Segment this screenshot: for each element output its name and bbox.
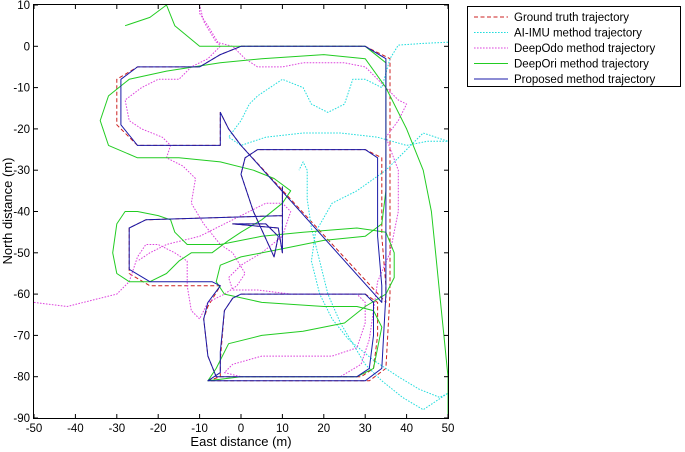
y-tick-label: -90 <box>13 413 30 425</box>
y-tick-label: 0 <box>24 41 30 53</box>
series-line-1 <box>228 41 449 411</box>
y-tick-label: -30 <box>13 165 30 177</box>
series-line-2 <box>33 4 408 378</box>
x-tick-label: -40 <box>67 423 84 435</box>
x-tick-label: 0 <box>238 423 244 435</box>
legend-label-0: Ground truth trajectory <box>514 12 629 24</box>
x-tick-label: 40 <box>400 423 413 435</box>
plot-area-frame <box>33 4 449 419</box>
x-tick-label: 20 <box>317 423 330 435</box>
x-tick-label: 30 <box>359 423 372 435</box>
x-tick-label: -50 <box>26 423 43 435</box>
y-axis-title: North distance (m) <box>0 158 15 265</box>
legend: Ground truth trajectory AI-IMU method tra… <box>467 6 681 87</box>
legend-label-4: Proposed method trajectory <box>514 74 656 86</box>
legend-box <box>467 6 681 87</box>
y-tick-label: 10 <box>17 0 30 12</box>
y-tick-label: -80 <box>13 372 30 384</box>
y-tick-label: -60 <box>13 289 30 301</box>
x-tick-label: 50 <box>442 423 455 435</box>
series-line-4 <box>120 45 387 382</box>
y-tick-label: -10 <box>13 83 30 95</box>
series-layer <box>33 4 449 418</box>
y-tick-label: -20 <box>13 124 30 136</box>
legend-label-2: DeepOdo method trajectory <box>514 43 656 55</box>
x-tick-label: -30 <box>108 423 125 435</box>
y-tick-label: -50 <box>13 248 30 260</box>
y-tick-label: -40 <box>13 207 30 219</box>
legend-label-3: DeepOri method trajectory <box>514 59 649 71</box>
y-tick-label: -70 <box>13 330 30 342</box>
tick-layer: -50 -40 -30 -20 -10 0 10 20 30 40 50 10 0 -10 -20 -30 -4… <box>13 0 454 435</box>
x-axis-title: East distance (m) <box>190 434 291 449</box>
series-line-3 <box>99 4 449 418</box>
legend-label-1: AI-IMU method trajectory <box>514 28 642 40</box>
x-tick-label: -10 <box>191 423 208 435</box>
x-tick-label: 10 <box>276 423 289 435</box>
x-tick-label: -20 <box>150 423 167 435</box>
